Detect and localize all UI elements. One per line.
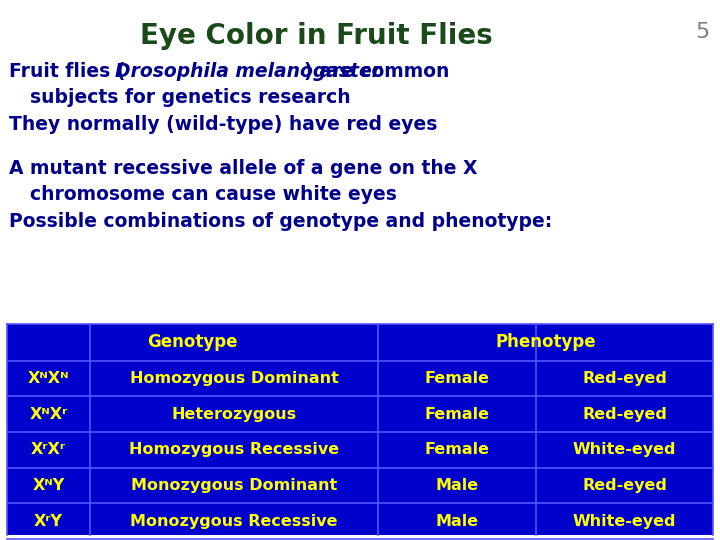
Text: Heterozygous: Heterozygous	[171, 407, 297, 422]
Text: Drosophila melanogaster: Drosophila melanogaster	[115, 62, 381, 81]
Text: They normally (wild-type) have red eyes: They normally (wild-type) have red eyes	[9, 115, 437, 134]
Text: XᴺY: XᴺY	[32, 478, 65, 493]
Text: Female: Female	[425, 407, 490, 422]
Text: Possible combinations of genotype and phenotype:: Possible combinations of genotype and ph…	[9, 212, 552, 231]
Text: A mutant recessive allele of a gene on the X: A mutant recessive allele of a gene on t…	[9, 159, 477, 178]
Text: White-eyed: White-eyed	[573, 514, 676, 529]
Text: XᴺXʳ: XᴺXʳ	[30, 407, 68, 422]
Text: Fruit flies (: Fruit flies (	[9, 62, 125, 81]
Text: Homozygous Dominant: Homozygous Dominant	[130, 371, 338, 386]
Text: XʳXʳ: XʳXʳ	[31, 442, 66, 457]
Text: Male: Male	[436, 478, 479, 493]
Text: Phenotype: Phenotype	[495, 333, 595, 352]
Text: Monozygous Dominant: Monozygous Dominant	[131, 478, 337, 493]
Text: Male: Male	[436, 514, 479, 529]
Text: XᴺXᴺ: XᴺXᴺ	[28, 371, 69, 386]
Text: subjects for genetics research: subjects for genetics research	[30, 88, 351, 107]
Text: Red-eyed: Red-eyed	[582, 371, 667, 386]
Text: 5: 5	[695, 22, 709, 42]
Text: Female: Female	[425, 371, 490, 386]
Text: Female: Female	[425, 442, 490, 457]
Bar	[7, 324, 713, 535]
Text: chromosome can cause white eyes: chromosome can cause white eyes	[30, 185, 397, 204]
Text: Genotype: Genotype	[148, 333, 238, 352]
Text: Monozygous Recessive: Monozygous Recessive	[130, 514, 338, 529]
Text: ) are common: ) are common	[304, 62, 449, 81]
Text: Red-eyed: Red-eyed	[582, 407, 667, 422]
Text: Red-eyed: Red-eyed	[582, 478, 667, 493]
Text: Homozygous Recessive: Homozygous Recessive	[129, 442, 339, 457]
Text: White-eyed: White-eyed	[573, 442, 676, 457]
Text: Eye Color in Fruit Flies: Eye Color in Fruit Flies	[140, 22, 493, 50]
Text: XʳY: XʳY	[34, 514, 63, 529]
